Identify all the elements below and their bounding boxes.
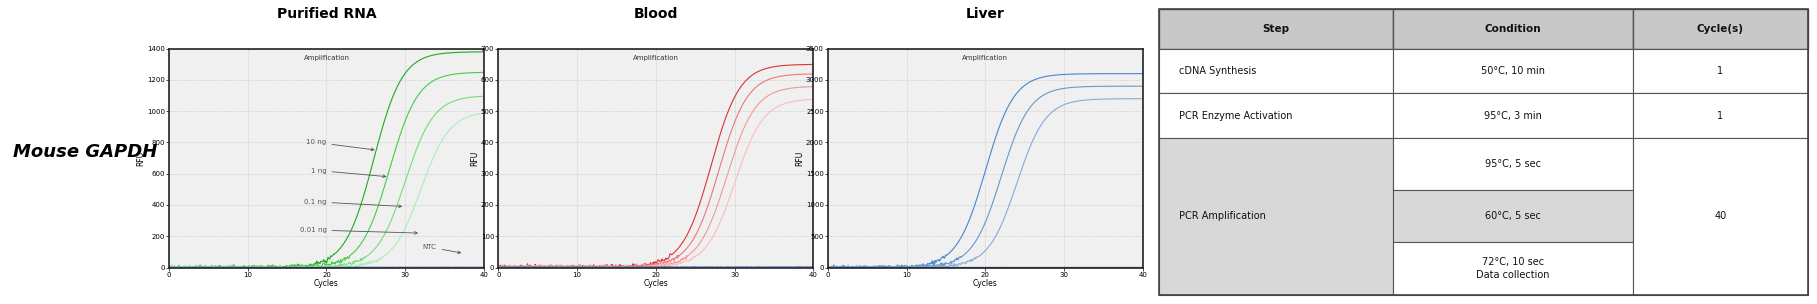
Bar [1394, 243, 1633, 295]
Bar [1633, 93, 1808, 138]
Bar [1394, 190, 1633, 243]
Bar [1394, 138, 1633, 190]
Text: Amplification: Amplification [632, 55, 680, 61]
Text: 1: 1 [1717, 66, 1723, 76]
Text: cDNA Synthesis: cDNA Synthesis [1179, 66, 1256, 76]
Y-axis label: RFU: RFU [471, 150, 480, 166]
Text: Amplification: Amplification [963, 55, 1008, 61]
Text: Condition: Condition [1484, 24, 1541, 34]
Text: 50°C, 10 min: 50°C, 10 min [1481, 66, 1544, 76]
Text: NTC: NTC [423, 244, 460, 254]
Text: Purified RNA: Purified RNA [276, 7, 376, 21]
Bar [1633, 9, 1808, 49]
Text: 1: 1 [1717, 111, 1723, 121]
Y-axis label: RFU: RFU [796, 150, 805, 166]
Text: PCR Amplification: PCR Amplification [1179, 211, 1266, 221]
Text: 40: 40 [1713, 211, 1726, 221]
Text: Blood: Blood [634, 7, 678, 21]
X-axis label: Cycles: Cycles [974, 279, 998, 288]
Bar [1159, 9, 1394, 49]
Text: Amplification: Amplification [303, 55, 349, 61]
Bar [1394, 93, 1633, 138]
Bar [1394, 9, 1633, 49]
Text: 1 ng: 1 ng [311, 168, 385, 178]
Text: Step: Step [1263, 24, 1290, 34]
Text: Mouse GAPDH: Mouse GAPDH [13, 143, 156, 161]
Bar [1159, 49, 1394, 93]
Text: 10 ng: 10 ng [307, 140, 374, 151]
X-axis label: Cycles: Cycles [643, 279, 669, 288]
Bar [1159, 138, 1394, 295]
Text: Liver: Liver [967, 7, 1005, 21]
X-axis label: Cycles: Cycles [314, 279, 338, 288]
Y-axis label: RFU: RFU [136, 150, 145, 166]
Text: PCR Enzyme Activation: PCR Enzyme Activation [1179, 111, 1292, 121]
Text: 95°C, 5 sec: 95°C, 5 sec [1484, 159, 1541, 169]
Text: 0.01 ng: 0.01 ng [300, 227, 418, 234]
Text: 95°C, 3 min: 95°C, 3 min [1484, 111, 1541, 121]
Bar [1394, 49, 1633, 93]
Bar [1633, 138, 1808, 295]
Text: 72°C, 10 sec
Data collection: 72°C, 10 sec Data collection [1475, 257, 1550, 280]
Text: 60°C, 5 sec: 60°C, 5 sec [1484, 211, 1541, 221]
Bar [1633, 49, 1808, 93]
Bar [1159, 93, 1394, 138]
Text: 0.1 ng: 0.1 ng [303, 199, 402, 208]
Text: Cycle(s): Cycle(s) [1697, 24, 1744, 34]
